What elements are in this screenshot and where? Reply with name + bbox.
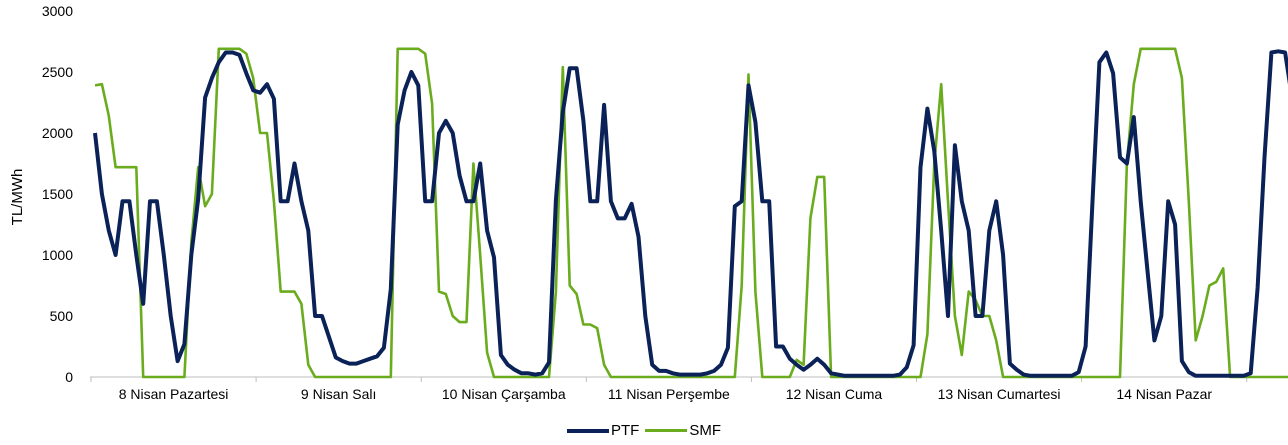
y-tick-label: 2500	[42, 64, 73, 80]
legend-label-ptf: PTF	[610, 422, 640, 439]
x-axis-ticks: 8 Nisan Pazartesi 9 Nisan Salı 10 Nisan Ça…	[90, 377, 1248, 402]
x-tick-label: 9 Nisan Salı	[301, 386, 376, 402]
line-chart: TL/MWh 0 500 1000 1500 2000 2500 3000 8 Nisan …	[9, 3, 1288, 402]
series-line-ptf	[93, 49, 1288, 378]
legend-swatch-smf	[645, 429, 688, 432]
legend-swatch-ptf	[566, 428, 609, 433]
y-tick-label: 1000	[42, 247, 73, 263]
y-tick-label: 500	[50, 308, 74, 324]
x-tick-label: 14 Nisan Pazar	[1116, 386, 1212, 402]
x-tick-label: 10 Nisan Çarşamba	[442, 386, 566, 402]
x-tick-label: 12 Nisan Cuma	[786, 386, 883, 402]
y-tick-label: 3000	[42, 3, 73, 19]
y-axis-title: TL/MWh	[9, 169, 26, 226]
legend: PTF SMF	[0, 422, 1288, 439]
series-line-smf	[94, 47, 1288, 379]
x-tick-label: 8 Nisan Pazartesi	[119, 386, 229, 402]
legend-label-smf: SMF	[689, 422, 721, 439]
y-tick-label: 2000	[42, 125, 73, 141]
y-tick-label: 0	[65, 369, 73, 385]
series-lines	[93, 47, 1288, 379]
legend-item-ptf: PTF	[566, 422, 640, 439]
y-tick-label: 1500	[42, 186, 73, 202]
legend-item-smf: SMF	[645, 422, 721, 439]
x-tick-label: 13 Nisan Cumartesi	[938, 386, 1061, 402]
x-tick-label: 11 Nisan Perşembe	[608, 386, 730, 402]
y-axis-ticks: 0 500 1000 1500 2000 2500 3000	[42, 3, 73, 385]
